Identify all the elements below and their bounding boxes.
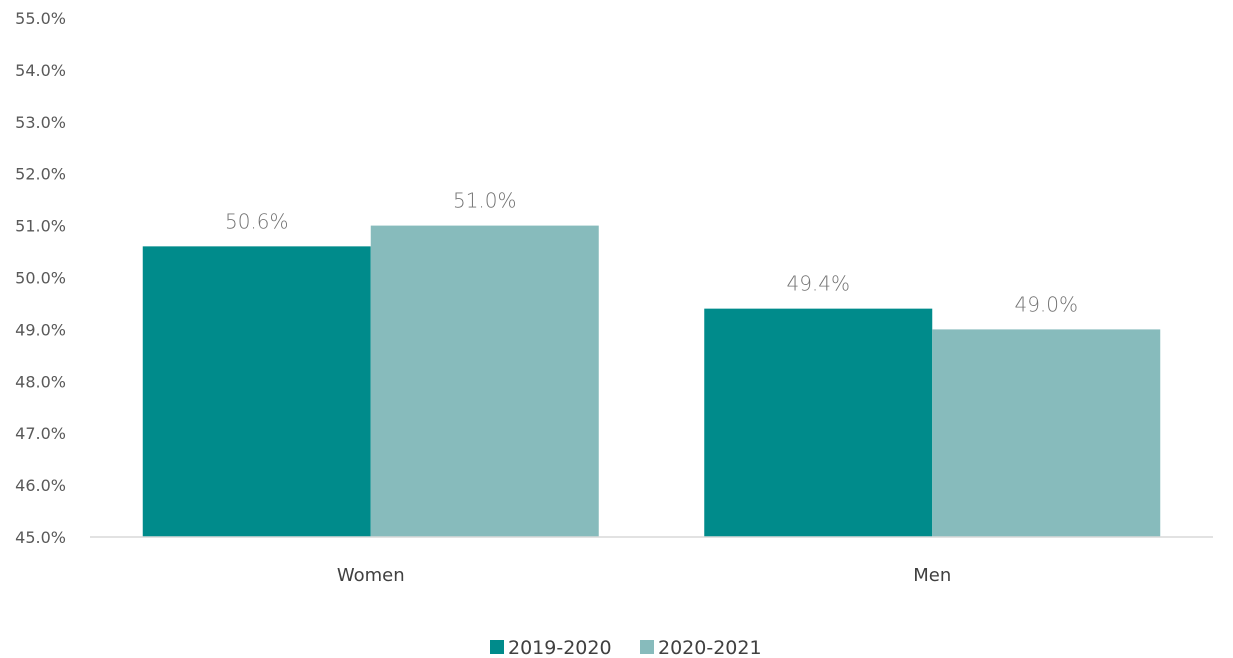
y-tick-label: 45.0%: [15, 528, 66, 547]
bar-women-2019-2020: [142, 246, 371, 538]
legend: 2019-2020 2020-2021: [490, 637, 762, 658]
y-tick-label: 54.0%: [15, 61, 66, 80]
legend-label: 2020-2021: [658, 637, 762, 658]
y-tick-label: 48.0%: [15, 372, 66, 391]
x-tick-label: Women: [337, 565, 405, 586]
data-label: 50.6%: [225, 209, 289, 233]
y-tick-label: 47.0%: [15, 424, 66, 443]
y-tick-label: 49.0%: [15, 320, 66, 339]
bar-men-2020-2021: [932, 329, 1161, 537]
bar-women-2020-2021: [370, 225, 599, 537]
y-tick-label: 53.0%: [15, 113, 66, 132]
data-label: 51.0%: [453, 189, 517, 213]
y-axis: 45.0% 46.0% 47.0% 48.0% 49.0% 50.0% 51.0% 52.0%…: [15, 9, 66, 547]
data-label: 49.4%: [786, 272, 850, 296]
y-tick-label: 51.0%: [15, 217, 66, 236]
y-tick-label: 50.0%: [15, 269, 66, 288]
legend-swatch: [640, 640, 654, 654]
bars: [142, 225, 1161, 538]
data-labels: 50.6% 51.0% 49.4% 49.0%: [225, 189, 1078, 317]
y-tick-label: 52.0%: [15, 165, 66, 184]
bar-men-2019-2020: [704, 308, 933, 537]
legend-label: 2019-2020: [508, 637, 612, 658]
y-tick-label: 55.0%: [15, 9, 66, 28]
y-tick-label: 46.0%: [15, 476, 66, 495]
legend-swatch: [490, 640, 504, 654]
x-axis: Women Men: [337, 565, 951, 586]
x-tick-label: Men: [913, 565, 951, 586]
data-label: 49.0%: [1014, 292, 1078, 316]
